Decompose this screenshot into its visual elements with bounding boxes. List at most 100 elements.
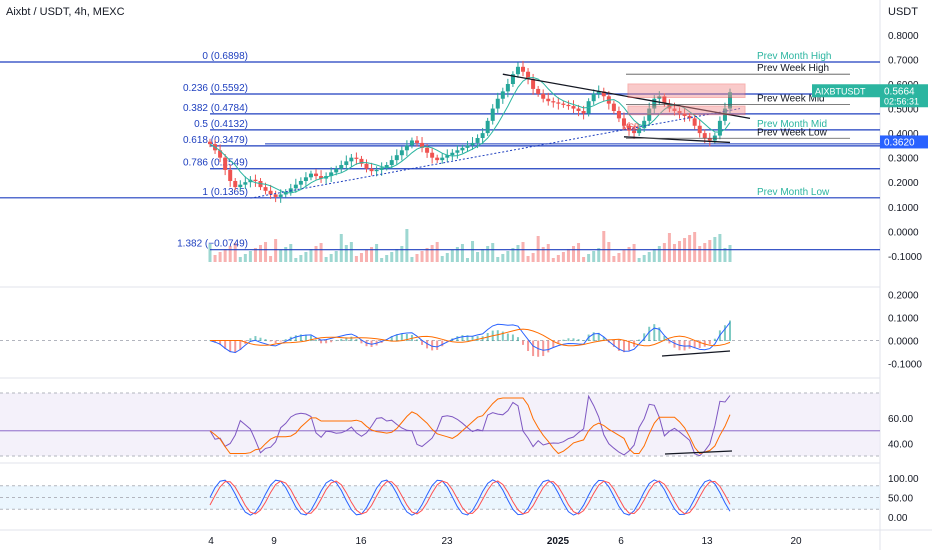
volume-bars	[208, 229, 732, 262]
macd-hist-58	[501, 331, 504, 342]
candle-body-53	[475, 138, 480, 143]
candle-body-86	[642, 120, 647, 129]
candle-body-0	[208, 141, 212, 145]
price-tick-0: 0.8000	[888, 31, 919, 42]
macd-hist-76	[592, 332, 595, 342]
price-axis[interactable]: 0.80000.70000.60000.50000.40000.30000.20…	[812, 31, 928, 524]
candle-body-99	[707, 138, 712, 141]
macd-hist-62	[522, 340, 525, 345]
volume-bar-7	[243, 254, 247, 262]
last-price-tag	[880, 84, 928, 108]
macd-hist-82	[622, 340, 625, 353]
volume-bar-20	[309, 249, 313, 262]
volume-bar-88	[652, 249, 656, 262]
candle-body-32	[369, 168, 374, 172]
candle-body-94	[682, 113, 687, 116]
macd-hist-91	[668, 340, 671, 344]
level-label-2: Prev Week Mid	[757, 94, 825, 105]
volume-bar-43	[425, 248, 429, 262]
macd-divergence-line	[661, 350, 731, 357]
candle-body-40	[409, 140, 414, 146]
macd-line	[209, 322, 731, 354]
candle-body-2	[218, 150, 223, 158]
candle-body-20	[308, 173, 313, 178]
macd-hist-66	[542, 340, 545, 357]
candle-body-46	[440, 157, 445, 161]
volume-bar-9	[253, 248, 257, 262]
macd-hist-41	[415, 339, 418, 342]
volume-bar-79	[607, 242, 611, 262]
macd-hist-102	[723, 325, 726, 342]
volume-bar-65	[536, 236, 540, 262]
volume-bar-73	[577, 243, 581, 262]
volume-bar-53	[476, 252, 480, 262]
volume-bar-31	[365, 250, 369, 262]
macd-hist-6	[239, 340, 242, 351]
fib-label-3: 0.5 (0.4132)	[194, 119, 248, 130]
candle-body-98	[702, 133, 707, 139]
candle-body-45	[435, 157, 440, 161]
volume-bar-83	[627, 247, 631, 262]
volume-bar-97	[698, 246, 702, 262]
volume-bar-99	[708, 240, 712, 262]
volume-bar-50	[460, 244, 464, 262]
candle-body-66	[541, 93, 546, 99]
currency-label: USDT	[888, 6, 918, 18]
macd-hist-10	[259, 337, 262, 342]
macd-hist-87	[648, 326, 651, 342]
candle-body-81	[616, 111, 621, 119]
macd-hist-45	[436, 340, 439, 350]
volume-bar-62	[521, 242, 525, 262]
macd-hist-2	[219, 340, 222, 345]
macd-hist-53	[476, 336, 479, 342]
volume-bar-8	[248, 251, 252, 262]
macd-hist-92	[673, 340, 676, 348]
level-label-4: Prev Week Low	[757, 127, 828, 138]
volume-bar-39	[405, 229, 409, 262]
macd-hist-14	[279, 340, 282, 342]
macd-hist-27	[345, 337, 348, 342]
stoch-tick-1: 50.00	[888, 494, 913, 505]
macd-hist-59	[506, 333, 509, 342]
fib-retracement[interactable]: 0 (0.6898) 0.236 (0.5592) 0.382 (0.4784) 0.…	[0, 51, 880, 251]
macd-hist-100	[713, 338, 716, 342]
candle-body-28	[349, 157, 354, 162]
volume-bar-44	[430, 245, 434, 262]
stoch-k-line	[209, 479, 731, 516]
volume-bar-5	[233, 243, 237, 262]
volume-bar-60	[511, 248, 515, 262]
candle-body-31	[364, 163, 369, 169]
volume-bar-87	[647, 252, 651, 262]
candle-body-50	[460, 147, 465, 151]
macd-hist-77	[597, 332, 600, 342]
rsi-tick-0: 60.00	[888, 414, 913, 425]
macd-hist-22	[320, 340, 323, 344]
volume-bar-92	[672, 244, 676, 262]
macd-hist-67	[547, 340, 550, 353]
volume-bar-93	[678, 241, 682, 262]
volume-bar-75	[587, 254, 591, 262]
volume-bar-80	[612, 256, 616, 262]
candle-body-93	[677, 111, 682, 114]
macd-hist-85	[638, 339, 641, 342]
candle-body-13	[273, 194, 278, 197]
volume-bar-82	[622, 250, 626, 262]
volume-bar-6	[238, 257, 242, 262]
macd-hist-96	[693, 340, 696, 349]
volume-bar-41	[415, 254, 419, 262]
volume-bar-71	[566, 249, 570, 262]
volume-bar-2	[218, 252, 222, 262]
volume-bar-34	[380, 258, 384, 262]
time-axis[interactable]: 4 9 16 23 2025 6 13 20	[208, 536, 802, 547]
macd-hist-11	[264, 339, 267, 342]
volume-bar-0	[208, 244, 212, 262]
candle-body-21	[314, 173, 319, 177]
macd-hist-90	[663, 335, 666, 342]
macd-hist-50	[461, 335, 464, 342]
volume-bar-96	[693, 232, 697, 262]
macd-hist-70	[562, 339, 565, 342]
time-tick-0: 4	[208, 536, 214, 547]
